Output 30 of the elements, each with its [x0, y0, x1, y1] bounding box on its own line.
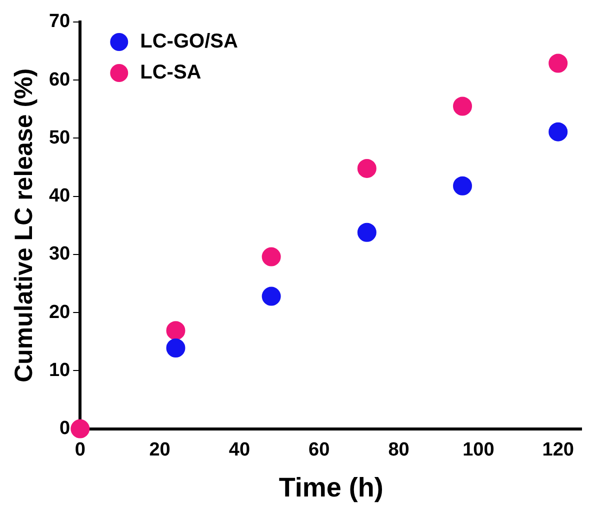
x-tick-label: 60 [308, 439, 330, 460]
point [262, 247, 281, 266]
point [166, 338, 186, 358]
x-tick-label: 40 [228, 439, 250, 460]
x-tick-label: 80 [388, 439, 410, 460]
legend-label: LC-SA [140, 62, 202, 84]
legend-label: LC-GO/SA [140, 30, 238, 53]
y-tick-label: 0 [60, 418, 70, 440]
x-axis-title: Time (h) [278, 472, 384, 502]
y-tick-label: 20 [48, 302, 70, 323]
point [453, 96, 472, 116]
point [262, 286, 281, 306]
y-tick-label: 70 [48, 11, 70, 32]
y-tick-label: 50 [48, 127, 70, 148]
x-tick-label: 120 [542, 439, 574, 460]
y-tick-label: 60 [48, 69, 70, 90]
x-tick-label: 0 [74, 439, 86, 460]
point [357, 222, 376, 242]
point [453, 176, 472, 196]
point [166, 321, 186, 340]
y-tick-label: 10 [48, 360, 70, 381]
y-tick-label: 40 [48, 186, 70, 207]
y-tick-label: 30 [48, 244, 70, 265]
point [70, 419, 90, 438]
y-axis-title: Cumulative LC release (%) [10, 68, 38, 382]
x-tick-label: 100 [462, 439, 494, 460]
point [548, 122, 568, 142]
point [357, 158, 376, 178]
point [548, 54, 568, 73]
x-tick-label: 20 [149, 439, 170, 460]
